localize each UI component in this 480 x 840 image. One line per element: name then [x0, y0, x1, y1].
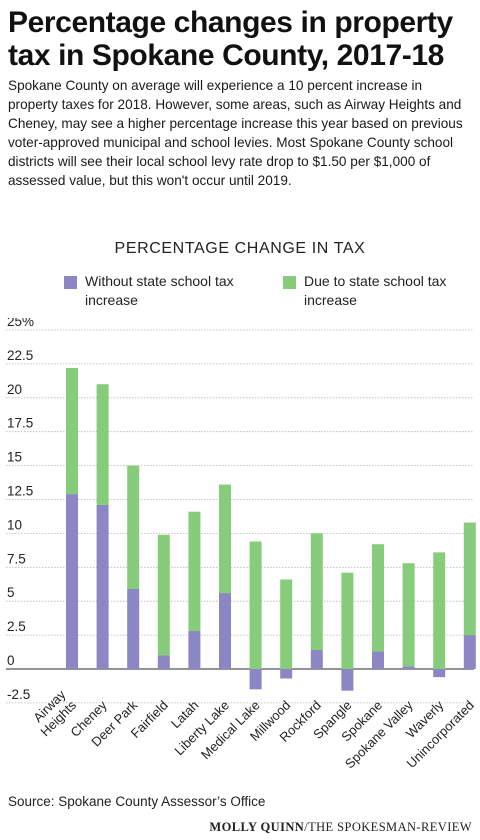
- y-tick-label: 7.5: [7, 551, 26, 566]
- bar-due-1: [96, 384, 109, 505]
- credit-org: /THE SPOKESMAN-REVIEW: [304, 820, 472, 834]
- y-tick-label: 10: [7, 517, 22, 532]
- bar-due-12: [433, 552, 446, 669]
- stacked-bar-chart: -2.502.557.51012.51517.52022.525%AirwayH…: [6, 318, 477, 771]
- bar-without-3: [157, 655, 170, 669]
- bar-due-11: [402, 563, 415, 667]
- source-note: Source: Spokane County Assessor’s Office: [8, 794, 266, 809]
- y-tick-label: -2.5: [7, 687, 30, 702]
- bar-due-6: [249, 541, 262, 669]
- bar-without-8: [310, 650, 323, 669]
- y-tick-label: 5: [7, 585, 15, 600]
- bar-due-4: [188, 511, 201, 632]
- credit-name: MOLLY QUINN: [209, 820, 305, 834]
- y-tick-label: 15: [7, 450, 22, 465]
- legend-swatch-due: [283, 276, 296, 289]
- bar-due-2: [127, 465, 140, 589]
- page-title: Percentage changes in property tax in Sp…: [8, 6, 453, 72]
- bar-due-10: [372, 544, 384, 652]
- bar-without-11: [402, 666, 415, 669]
- bar-due-8: [310, 533, 323, 651]
- chart-title: PERCENTAGE CHANGE IN TAX: [114, 240, 366, 257]
- y-tick-label: 12.5: [7, 484, 33, 499]
- y-tick-label: 0: [7, 653, 15, 668]
- bar-due-9: [341, 572, 354, 669]
- bar-due-5: [219, 484, 231, 594]
- bar-without-4: [188, 631, 201, 669]
- intro-paragraph: Spokane County on average will experienc…: [8, 78, 463, 188]
- bar-without-12: [433, 669, 446, 678]
- legend-label-without: Without state school tax increase: [85, 273, 234, 308]
- legend-item-due: Due to state school tax increase: [283, 272, 464, 310]
- bar-without-0: [66, 494, 78, 669]
- y-tick-label: 22.5: [7, 348, 33, 363]
- legend-swatch-without: [64, 276, 77, 289]
- bar-without-2: [127, 588, 140, 669]
- bar-due-7: [280, 579, 293, 669]
- bar-due-13: [463, 522, 476, 636]
- legend-item-without: Without state school tax increase: [64, 272, 245, 310]
- y-tick-label: 25%: [7, 318, 34, 329]
- bar-without-13: [463, 635, 476, 669]
- bar-without-7: [280, 669, 293, 679]
- y-tick-label: 17.5: [7, 416, 33, 431]
- y-tick-label: 2.5: [7, 619, 26, 634]
- bar-due-3: [157, 534, 170, 656]
- bar-without-5: [219, 593, 231, 669]
- bar-without-1: [96, 504, 109, 669]
- y-tick-label: 20: [7, 382, 22, 397]
- bar-without-9: [341, 669, 354, 691]
- credit-line: MOLLY QUINN/THE SPOKESMAN-REVIEW: [209, 820, 472, 835]
- legend-label-due: Due to state school tax increase: [304, 273, 447, 308]
- bar-due-0: [66, 367, 78, 495]
- bar-without-10: [372, 651, 384, 669]
- bar-without-6: [249, 669, 262, 690]
